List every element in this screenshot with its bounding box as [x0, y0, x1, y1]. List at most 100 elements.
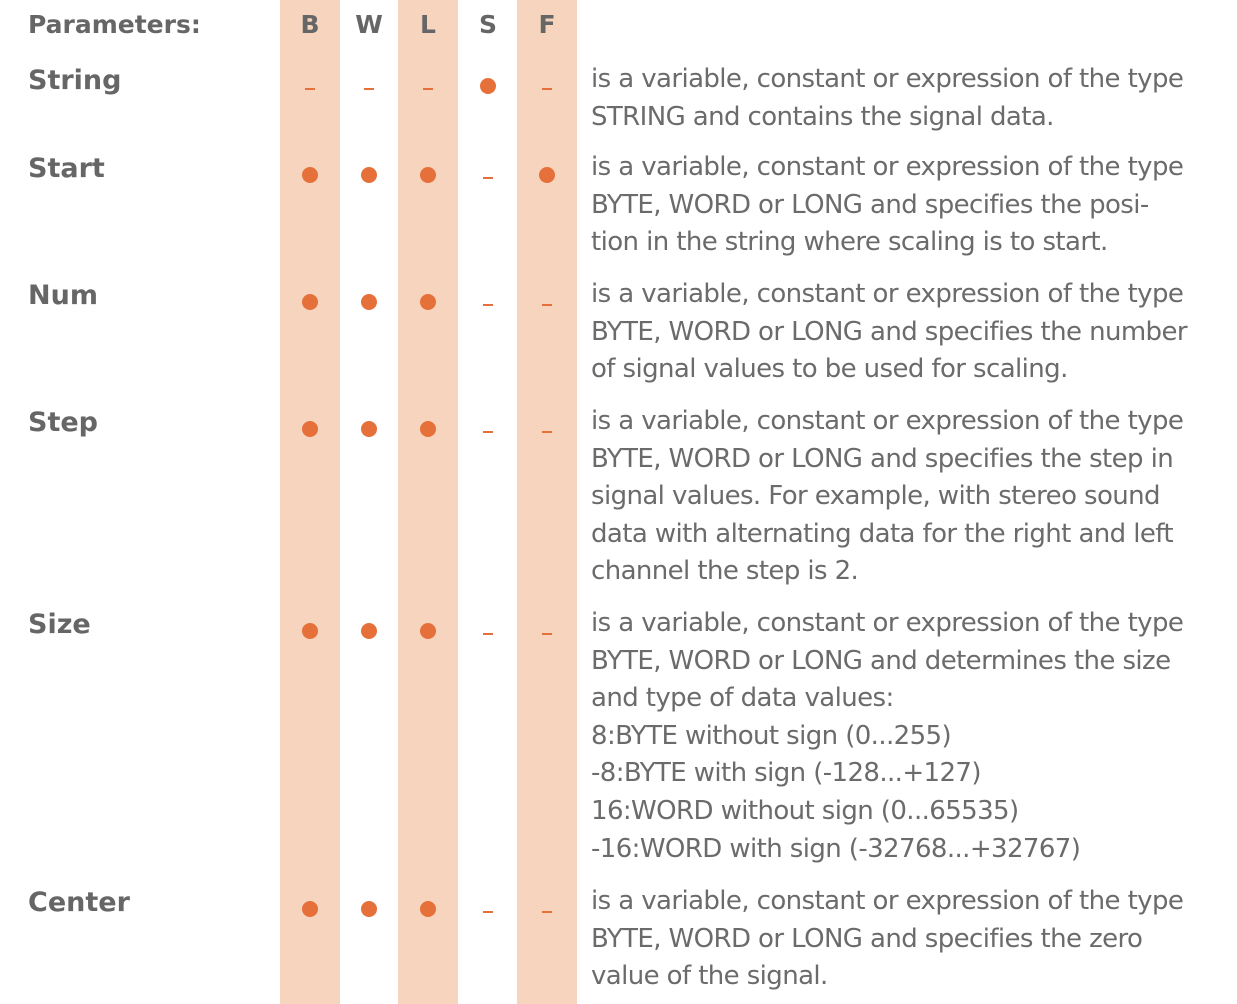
param-description-num: is a variable, constant or expression of…: [591, 276, 1231, 389]
supported-dot-icon: [361, 167, 377, 183]
column-header-w: W: [355, 10, 383, 39]
supported-dot-icon: [420, 623, 436, 639]
mark-start-s: [458, 165, 518, 185]
mark-num-s: [458, 292, 518, 312]
unsupported-dash-icon: [483, 633, 493, 635]
description-line: is a variable, constant or expression of…: [591, 608, 1184, 638]
mark-num-f: [517, 292, 577, 312]
mark-start-l: [398, 165, 458, 185]
mark-center-s: [458, 899, 518, 919]
column-header-s: S: [478, 10, 497, 39]
param-name-size: Size: [28, 609, 91, 640]
supported-dot-icon: [539, 167, 555, 183]
supported-dot-icon: [480, 78, 496, 94]
mark-num-w: [339, 292, 399, 312]
description-line: BYTE, WORD or LONG and specifies the pos…: [591, 189, 1149, 220]
supported-dot-icon: [302, 294, 318, 310]
supported-dot-icon: [420, 421, 436, 437]
parameters-heading: Parameters:: [28, 10, 201, 39]
param-name-start: Start: [28, 153, 105, 184]
unsupported-dash-icon: [305, 88, 315, 90]
mark-string-f: [517, 76, 577, 96]
description-line: STRING and contains the signal data.: [591, 101, 1054, 132]
description-line: is a variable, constant or expression of…: [591, 152, 1184, 182]
unsupported-dash-icon: [542, 633, 552, 635]
mark-size-b: [280, 621, 340, 641]
supported-dot-icon: [361, 294, 377, 310]
mark-step-l: [398, 419, 458, 439]
unsupported-dash-icon: [483, 911, 493, 913]
mark-size-w: [339, 621, 399, 641]
mark-step-f: [517, 419, 577, 439]
param-description-step: is a variable, constant or expression of…: [591, 403, 1231, 591]
column-band-b: [280, 0, 340, 1004]
description-line: -8:BYTE with sign (-128...+127): [591, 758, 982, 789]
description-line: BYTE, WORD or LONG and specifies the ste…: [591, 443, 1174, 474]
unsupported-dash-icon: [542, 88, 552, 90]
mark-center-f: [517, 899, 577, 919]
mark-center-b: [280, 899, 340, 919]
mark-string-l: [398, 76, 458, 96]
mark-step-b: [280, 419, 340, 439]
mark-center-l: [398, 899, 458, 919]
column-header-b: B: [300, 10, 320, 39]
supported-dot-icon: [361, 623, 377, 639]
unsupported-dash-icon: [364, 88, 374, 90]
unsupported-dash-icon: [423, 88, 433, 90]
column-header-f: F: [538, 10, 556, 39]
description-line: is a variable, constant or expression of…: [591, 406, 1184, 436]
mark-start-f: [517, 165, 577, 185]
description-line: of signal values to be used for scaling.: [591, 354, 1068, 385]
supported-dot-icon: [361, 421, 377, 437]
supported-dot-icon: [361, 901, 377, 917]
param-name-step: Step: [28, 407, 98, 438]
description-line: signal values. For example, with stereo …: [591, 481, 1161, 512]
supported-dot-icon: [420, 294, 436, 310]
description-line: tion in the string where scaling is to s…: [591, 227, 1108, 258]
mark-string-s: [458, 76, 518, 96]
mark-num-b: [280, 292, 340, 312]
param-name-string: String: [28, 65, 122, 96]
supported-dot-icon: [302, 421, 318, 437]
description-line: value of the signal.: [591, 961, 828, 992]
param-name-num: Num: [28, 280, 98, 311]
unsupported-dash-icon: [542, 431, 552, 433]
description-line: 8:BYTE without sign (0...255): [591, 720, 952, 751]
unsupported-dash-icon: [542, 304, 552, 306]
mark-step-w: [339, 419, 399, 439]
description-line: data with alternating data for the right…: [591, 518, 1174, 549]
mark-string-b: [280, 76, 340, 96]
supported-dot-icon: [420, 901, 436, 917]
unsupported-dash-icon: [483, 304, 493, 306]
mark-size-s: [458, 621, 518, 641]
mark-center-w: [339, 899, 399, 919]
description-line: channel the step is 2.: [591, 556, 859, 587]
supported-dot-icon: [302, 623, 318, 639]
param-description-string: is a variable, constant or expression of…: [591, 61, 1231, 136]
description-line: -16:WORD with sign (-32768...+32767): [591, 833, 1081, 864]
param-description-start: is a variable, constant or expression of…: [591, 149, 1231, 262]
param-description-center: is a variable, constant or expression of…: [591, 883, 1231, 996]
mark-size-l: [398, 621, 458, 641]
description-line: is a variable, constant or expression of…: [591, 64, 1184, 94]
description-line: BYTE, WORD or LONG and specifies the num…: [591, 316, 1188, 347]
param-description-size: is a variable, constant or expression of…: [591, 605, 1231, 868]
description-line: 16:WORD without sign (0...65535): [591, 795, 1019, 826]
mark-num-l: [398, 292, 458, 312]
supported-dot-icon: [302, 901, 318, 917]
description-line: is a variable, constant or expression of…: [591, 279, 1184, 309]
supported-dot-icon: [420, 167, 436, 183]
mark-size-f: [517, 621, 577, 641]
description-line: BYTE, WORD or LONG and specifies the zer…: [591, 923, 1143, 954]
supported-dot-icon: [302, 167, 318, 183]
column-band-l: [398, 0, 458, 1004]
description-line: is a variable, constant or expression of…: [591, 886, 1184, 916]
mark-string-w: [339, 76, 399, 96]
unsupported-dash-icon: [483, 431, 493, 433]
unsupported-dash-icon: [483, 177, 493, 179]
unsupported-dash-icon: [542, 911, 552, 913]
description-line: BYTE, WORD or LONG and determines the si…: [591, 645, 1171, 676]
mark-start-w: [339, 165, 399, 185]
description-line: and type of data values:: [591, 683, 894, 714]
column-header-l: L: [420, 10, 436, 39]
